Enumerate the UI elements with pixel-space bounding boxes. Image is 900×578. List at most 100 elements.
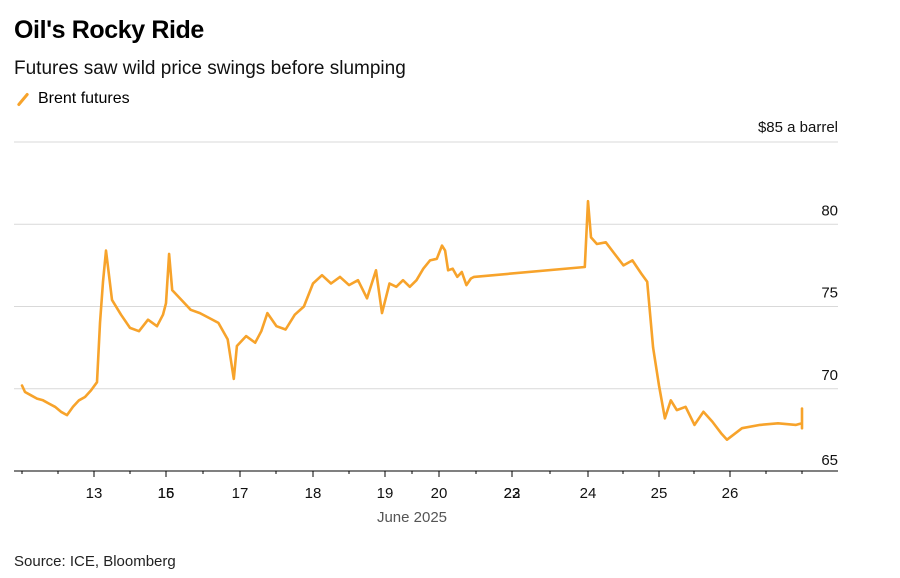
data-point — [409, 286, 411, 288]
data-point — [24, 391, 26, 393]
data-point — [254, 341, 256, 344]
data-point — [640, 272, 643, 275]
y-tick-label: 70 — [821, 367, 838, 384]
data-point — [741, 427, 743, 430]
data-point — [189, 309, 192, 311]
data-point — [470, 277, 472, 280]
data-point — [415, 279, 418, 282]
data-point — [402, 279, 404, 282]
data-point — [357, 279, 359, 282]
data-point — [180, 299, 183, 301]
legend-label: Brent futures — [38, 90, 130, 107]
data-point — [702, 411, 705, 413]
data-point — [330, 282, 332, 285]
data-point — [105, 249, 107, 252]
x-tick-label: 20 — [431, 485, 448, 502]
data-point — [245, 335, 247, 337]
data-point — [54, 406, 56, 408]
data-point — [78, 399, 80, 402]
data-point — [36, 397, 38, 400]
data-point — [99, 322, 101, 324]
data-point — [375, 269, 377, 272]
data-point — [72, 406, 74, 408]
data-point — [795, 424, 797, 426]
data-point — [120, 313, 122, 316]
data-point — [111, 299, 113, 301]
data-point — [720, 432, 722, 435]
data-point — [42, 399, 44, 402]
data-point — [266, 312, 269, 314]
data-point — [388, 282, 391, 285]
data-point — [444, 249, 446, 252]
data-point — [90, 389, 92, 392]
data-point — [66, 414, 68, 416]
data-point — [441, 244, 443, 247]
data-point — [429, 259, 431, 262]
data-point — [168, 253, 170, 255]
data-point — [622, 264, 625, 267]
y-tick-label: 75 — [821, 285, 838, 302]
data-point — [461, 271, 463, 273]
data-point — [684, 406, 687, 408]
data-point — [21, 384, 23, 387]
data-point — [759, 424, 761, 426]
data-point — [801, 419, 803, 421]
x-tick-label: 26 — [722, 485, 739, 502]
data-point — [801, 424, 803, 426]
data-point — [366, 297, 368, 300]
x-tick-label: 15 — [158, 485, 175, 502]
data-point — [605, 241, 607, 244]
data-point — [233, 378, 235, 380]
data-point — [171, 289, 173, 291]
legend: Brent futures — [14, 90, 130, 108]
data-point — [596, 243, 598, 245]
data-point — [162, 313, 164, 316]
x-tick-label: 23 — [504, 485, 521, 502]
data-point — [646, 281, 648, 283]
data-point — [129, 327, 131, 329]
data-point — [590, 236, 592, 239]
data-point — [801, 425, 803, 428]
data-point — [587, 200, 589, 202]
data-point — [226, 338, 229, 341]
source-note: Source: ICE, Bloomberg — [14, 553, 176, 570]
data-point — [436, 258, 438, 260]
data-point — [456, 276, 459, 278]
data-point — [631, 259, 634, 262]
data-point — [348, 284, 350, 286]
data-point — [395, 286, 398, 288]
data-point — [670, 399, 672, 402]
chart-subtitle: Futures saw wild price swings before slu… — [14, 58, 406, 79]
x-tick-label: 25 — [651, 485, 668, 502]
data-point — [294, 313, 296, 316]
data-point — [473, 276, 475, 278]
y-tick-label: 65 — [821, 452, 838, 469]
data-point — [260, 330, 263, 333]
data-point — [96, 381, 98, 384]
data-point — [801, 407, 803, 410]
data-point — [422, 267, 425, 270]
x-tick-label: 22 — [504, 485, 521, 502]
data-point — [451, 267, 454, 270]
data-point — [321, 274, 323, 277]
data-point — [693, 424, 696, 426]
data-point — [102, 281, 104, 283]
data-point — [275, 325, 278, 328]
x-tick-label: 13 — [86, 485, 103, 502]
data-point — [613, 253, 616, 255]
data-point — [48, 402, 50, 405]
x-tick-label: 16 — [158, 485, 175, 502]
data-point — [381, 312, 383, 314]
data-point — [339, 276, 341, 278]
x-tick-label: 24 — [580, 485, 597, 502]
data-point — [676, 409, 678, 411]
data-point — [447, 269, 449, 272]
data-point — [199, 312, 201, 314]
data-point — [777, 422, 779, 425]
data-point — [236, 345, 238, 347]
data-point — [711, 420, 714, 423]
data-point — [801, 417, 803, 420]
series-line-brent-futures — [20, 199, 804, 441]
data-point — [156, 325, 158, 328]
